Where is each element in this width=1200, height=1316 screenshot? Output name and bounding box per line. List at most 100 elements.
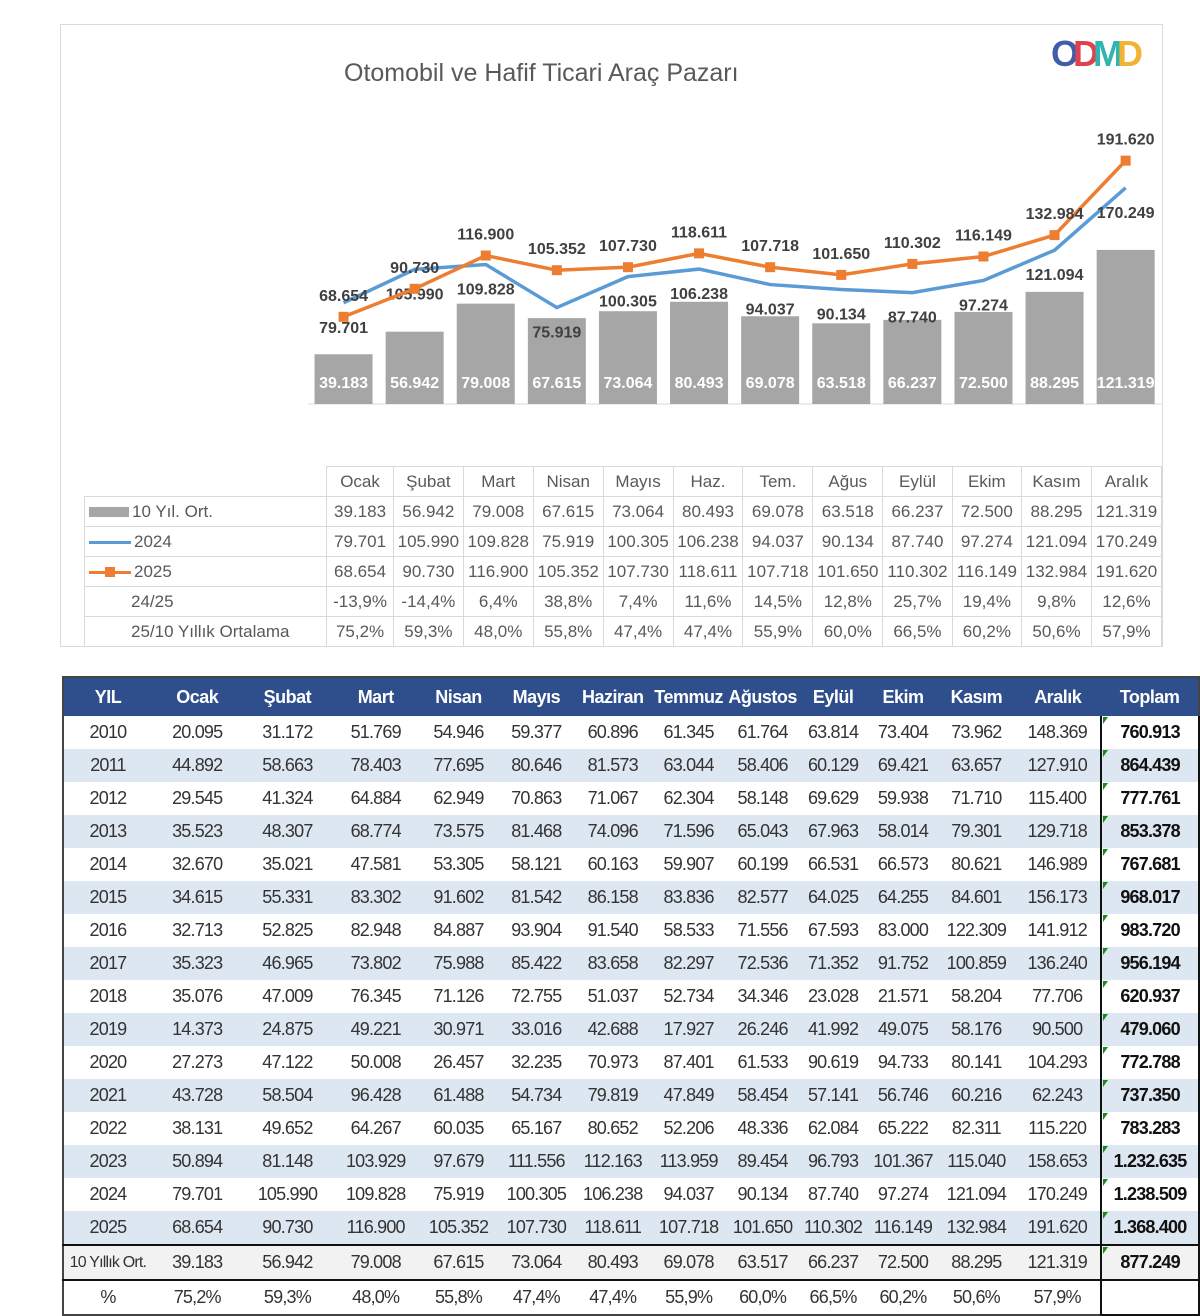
data-cell: 72.500 — [951, 496, 1023, 527]
value-cell: 110.302 — [798, 1211, 868, 1245]
value-cell: 83.836 — [650, 881, 727, 914]
value-cell: 49.221 — [332, 1013, 420, 1046]
value-cell: 80.646 — [497, 749, 575, 782]
value-cell: 51.037 — [587, 986, 639, 1006]
row-label: 2018 — [89, 986, 128, 1006]
value-cell: 48,0% — [352, 1287, 400, 1307]
bar-10yr-avg — [456, 303, 515, 404]
value-cell: 59.938 — [877, 788, 929, 808]
value-cell: 115.040 — [938, 1145, 1015, 1178]
total-cell: 777.761 — [1100, 782, 1200, 815]
value-cell: 69.421 — [867, 749, 939, 782]
data-cell: 105.990 — [392, 526, 464, 557]
value-cell: 79.008 — [332, 1244, 420, 1281]
total-cell: 620.937 — [1100, 980, 1200, 1013]
series-label: 10 Yıl. Ort. — [83, 496, 328, 527]
value-cell: 77.706 — [1032, 986, 1083, 1006]
bar-10yr-avg — [670, 301, 729, 404]
bar-label: 63.518 — [817, 375, 866, 392]
value-cell: 73.962 — [951, 722, 1002, 742]
value-cell: 77.695 — [419, 749, 498, 782]
value-cell: 33.016 — [497, 1013, 575, 1046]
value-cell: 64.025 — [798, 881, 868, 914]
value-cell: 49.075 — [867, 1013, 939, 1046]
column-header: YIL — [63, 677, 152, 716]
row-label: 2012 — [89, 788, 128, 808]
value-cell: 68.654 — [151, 1211, 243, 1245]
value-cell: 35.523 — [151, 815, 243, 848]
bar-10yr-avg — [1096, 249, 1155, 404]
point-label-2025: 107.718 — [741, 238, 799, 255]
value-cell: 105.990 — [257, 1184, 318, 1204]
value-cell: 62.304 — [663, 788, 715, 808]
total-cell: 772.788 — [1100, 1046, 1200, 1079]
value-cell: 101.367 — [867, 1145, 939, 1178]
value-cell: 61.345 — [663, 722, 715, 742]
data-cell: 90.134 — [812, 526, 884, 557]
data-cell: 11,6% — [672, 586, 744, 617]
value-cell: 122.309 — [946, 920, 1007, 940]
value-cell: 100.859 — [938, 947, 1015, 980]
value-cell: 88.295 — [938, 1244, 1015, 1281]
data-cell: 66.237 — [882, 496, 953, 527]
row-label: 24/25 — [83, 586, 328, 617]
row-label: 2019 — [63, 1013, 152, 1046]
value-cell: 26.457 — [433, 1052, 484, 1072]
bar-10yr-avg — [1025, 291, 1084, 404]
value-cell: 71.556 — [737, 920, 788, 940]
value-cell: 75.919 — [433, 1184, 484, 1204]
column-header: Ocak — [151, 677, 243, 716]
error-indicator-icon — [1103, 849, 1109, 856]
total-cell: 956.194 — [1100, 947, 1200, 980]
value-cell: 47.122 — [262, 1052, 313, 1072]
table-row: 2010 20.095 31.172 51.769 54.946 59.377 60.896… — [63, 716, 1200, 749]
value-cell: 65.222 — [877, 1118, 929, 1138]
data-cell: 55,8% — [532, 616, 604, 647]
value-cell: 58.176 — [938, 1013, 1015, 1046]
point-label-2024: 121.094 — [1026, 267, 1084, 284]
point-label-2025: 191.620 — [1097, 132, 1155, 149]
bar-10yr-avg — [598, 311, 657, 404]
series-label: 2024 — [83, 526, 328, 557]
error-indicator-icon — [1103, 1014, 1109, 1021]
value-cell: 58.014 — [867, 815, 939, 848]
value-cell: 101.650 — [726, 1211, 799, 1245]
value-cell: 116.900 — [332, 1211, 420, 1245]
point-label-2024: 75.919 — [532, 325, 581, 342]
value-cell: 121.319 — [1014, 1244, 1102, 1281]
value-cell: 66,5% — [809, 1287, 858, 1307]
row-label: 2014 — [89, 854, 128, 874]
value-cell: 60,0% — [739, 1287, 787, 1307]
point-label-2025: 132.984 — [1026, 206, 1084, 223]
error-indicator-icon — [1103, 1179, 1109, 1186]
value-cell: 83.302 — [332, 881, 420, 914]
value-cell: 59.377 — [511, 722, 562, 742]
value-cell: 58.663 — [242, 749, 333, 782]
error-indicator-icon — [1103, 1212, 1109, 1219]
value-cell: 71.067 — [587, 788, 639, 808]
table-row: 2025 68.654 90.730 116.900 105.352 107.730 118… — [63, 1211, 1200, 1245]
series-name: 2024 — [134, 531, 172, 551]
value-cell: 72.500 — [867, 1244, 939, 1281]
value-cell: 74.096 — [574, 815, 651, 848]
data-cell: 39.183 — [326, 496, 394, 527]
column-header: Mayıs — [497, 677, 575, 716]
value-cell: 115.400 — [1028, 788, 1087, 808]
data-cell: 75,2% — [326, 616, 394, 647]
error-indicator-icon — [1103, 981, 1109, 988]
error-indicator-icon — [1103, 750, 1109, 757]
row-label: 2025 — [63, 1211, 152, 1245]
value-cell: 50.894 — [151, 1145, 243, 1178]
value-cell: 64.884 — [350, 788, 402, 808]
table-row: 2021 43.728 58.504 96.428 61.488 54.734 79.819… — [63, 1079, 1200, 1112]
value-cell: 55,8% — [434, 1287, 483, 1307]
value-cell: 60.896 — [587, 722, 639, 742]
value-cell: 84.887 — [433, 920, 484, 940]
row-label: 2016 — [89, 920, 128, 940]
value-cell: 105.352 — [419, 1211, 498, 1245]
value-cell: 84.601 — [938, 881, 1015, 914]
point-label-2025: 118.611 — [671, 224, 727, 241]
value-cell: 87.401 — [663, 1052, 715, 1072]
data-cell: 121.094 — [1021, 526, 1092, 557]
error-indicator-icon — [1103, 783, 1109, 790]
